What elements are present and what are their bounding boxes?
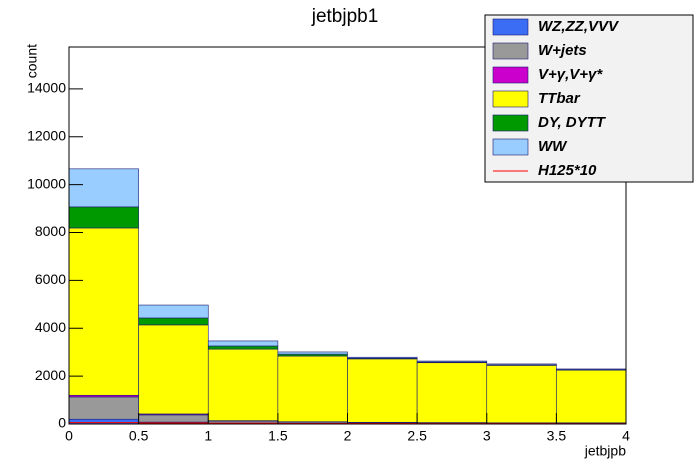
x-tick-label: 0.5	[129, 428, 149, 444]
bar	[207, 340, 279, 347]
bar	[556, 368, 627, 370]
y-tick-label: 14000	[27, 80, 66, 96]
x-tick-label: 2.5	[407, 428, 427, 444]
legend-swatch	[492, 114, 529, 132]
legend-label: DY, DYTT	[538, 114, 607, 131]
bar	[68, 206, 139, 229]
bar	[68, 168, 139, 208]
legend-label: V+γ,V+γ*	[538, 66, 603, 83]
chart-title: jetbjpb1	[311, 6, 379, 27]
y-tick-label: 0	[58, 415, 66, 431]
bar	[486, 365, 557, 424]
bar	[207, 348, 279, 421]
legend-swatch	[492, 18, 529, 36]
bar	[68, 418, 139, 425]
legend-label: TTbar	[538, 90, 581, 107]
legend-label: W+jets	[538, 42, 587, 59]
legend-swatch	[492, 42, 529, 60]
bar	[68, 227, 139, 396]
y-tick-label: 10000	[27, 175, 66, 191]
y-axis-label: count	[24, 44, 40, 78]
bar	[486, 363, 557, 366]
x-tick-label: 3	[483, 428, 491, 444]
bar	[556, 369, 627, 424]
x-tick-label: 1.5	[268, 428, 288, 444]
y-tick-label: 12000	[27, 127, 66, 143]
legend-label: WZ,ZZ,VVV	[538, 18, 620, 35]
y-tick-label: 4000	[35, 319, 66, 335]
x-tick-label: 4	[622, 428, 630, 444]
legend-label: WW	[538, 138, 568, 155]
x-tick-label: 3.5	[547, 428, 567, 444]
bar	[138, 324, 209, 415]
bar	[416, 360, 488, 363]
y-tick-label: 8000	[35, 223, 66, 239]
bar	[138, 414, 209, 423]
y-tick-label: 6000	[35, 271, 66, 287]
legend-label: H125*10	[538, 162, 597, 179]
bar	[138, 304, 209, 319]
bar	[416, 362, 488, 423]
x-tick-label: 1	[204, 428, 212, 444]
bar	[277, 355, 348, 423]
x-tick-label: 0	[65, 428, 73, 444]
bar	[68, 396, 139, 420]
legend-swatch	[492, 66, 529, 84]
x-tick-label: 2	[344, 428, 352, 444]
bar	[347, 358, 418, 423]
bar	[138, 317, 209, 326]
legend-swatch	[492, 138, 529, 156]
x-axis-label: jetbjpb	[584, 443, 626, 459]
y-tick-label: 2000	[35, 367, 66, 383]
legend-swatch	[492, 90, 529, 108]
bar	[277, 351, 348, 355]
bar	[347, 356, 418, 359]
bar	[207, 345, 279, 350]
